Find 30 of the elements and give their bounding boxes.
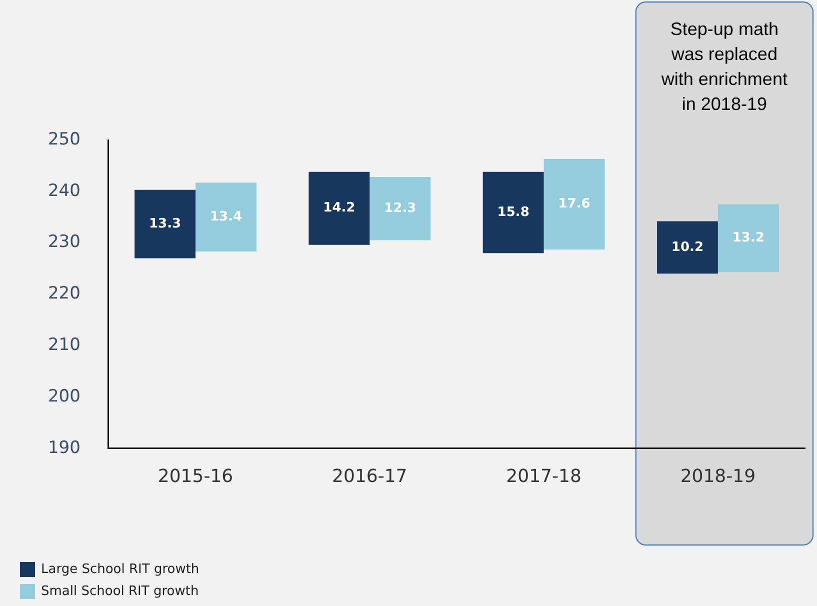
data-label: 15.8: [497, 204, 530, 220]
x-tick-label: 2017-18: [506, 466, 582, 487]
x-tick-label: 2016-17: [332, 466, 408, 487]
bar: [308, 172, 370, 245]
data-label: 12.3: [384, 200, 416, 216]
bar: [196, 182, 256, 252]
data-label: 13.4: [210, 209, 242, 224]
bar: [134, 190, 196, 258]
x-tick-label: 2015-16: [158, 466, 234, 487]
bar: [482, 172, 544, 254]
y-tick-label: 240: [48, 180, 80, 201]
y-tick-label: 250: [48, 129, 80, 150]
legend-label: Large School RIT growth: [41, 562, 200, 576]
y-tick-label: 190: [48, 438, 80, 458]
x-tick-label: 2018-19: [680, 466, 756, 487]
y-tick-label: 210: [48, 335, 80, 356]
bar: [718, 204, 779, 272]
bar: [656, 221, 718, 274]
bar: [544, 159, 605, 250]
data-label: 17.6: [558, 196, 590, 212]
legend-label: Small School RIT growth: [41, 584, 199, 598]
y-tick-label: 220: [48, 284, 80, 304]
band-label: Step-up math was replaced with enrichment in 2018-19: [660, 18, 788, 114]
data-label: 10.2: [671, 240, 704, 255]
data-label: 13.2: [732, 230, 764, 246]
data-label: 13.3: [149, 216, 182, 232]
bar: [370, 177, 431, 240]
data-label: 14.2: [323, 200, 356, 216]
y-tick-label: 200: [48, 386, 80, 406]
y-tick-label: 230: [48, 232, 80, 252]
